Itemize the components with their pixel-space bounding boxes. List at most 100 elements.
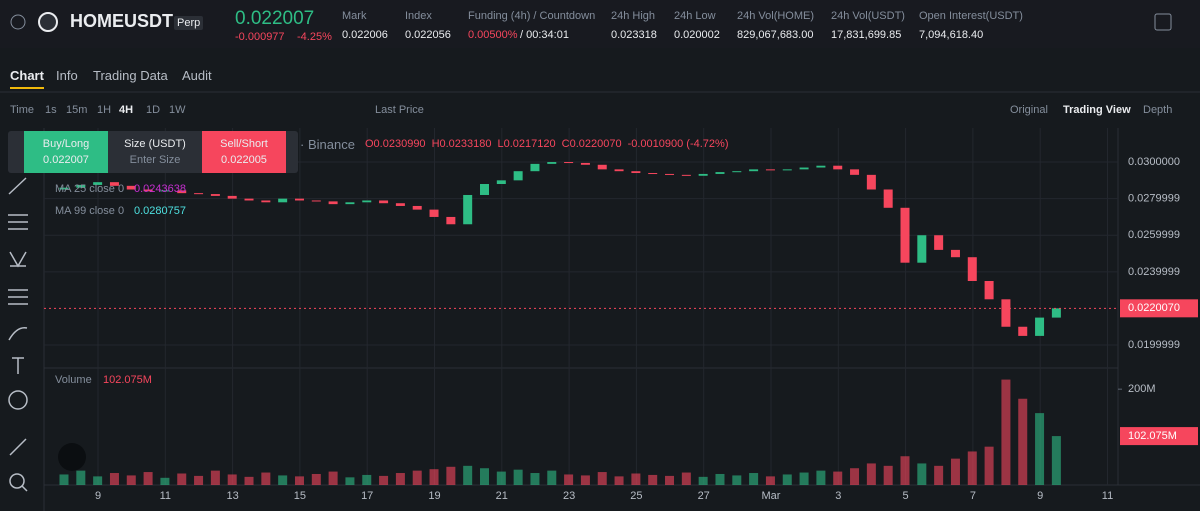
x-tick-label: 21	[496, 490, 508, 502]
candle-body	[109, 182, 119, 186]
candle-body	[261, 200, 271, 203]
favorite-icon[interactable]	[10, 14, 26, 30]
candle-body	[648, 173, 658, 175]
size-input[interactable]: Size (USDT) Enter Size	[110, 131, 200, 173]
ma99-name: MA 99 close 0	[55, 205, 125, 217]
volume-bar	[850, 468, 860, 485]
candle-body	[782, 169, 792, 171]
interval[interactable]: 1s	[45, 104, 57, 116]
volume-bar	[59, 474, 69, 485]
ma25-name: MA 25 close 0	[55, 183, 125, 195]
volume-bar	[362, 474, 372, 485]
volume-bar	[429, 469, 439, 485]
volume-bar	[698, 476, 708, 485]
volume-bar	[665, 475, 675, 485]
stat-value: 829,067,683.00	[737, 29, 814, 41]
volume-bar	[648, 474, 658, 485]
candle-body	[412, 205, 422, 210]
buy-button[interactable]: Buy/Long 0.022007	[24, 131, 108, 173]
interval[interactable]: 1D	[146, 104, 161, 116]
volume-bar	[967, 451, 977, 485]
candle-body	[328, 201, 338, 205]
y-tick-label: 0.0300000	[1128, 156, 1180, 168]
volume-bar	[261, 472, 271, 485]
left-tools[interactable]	[8, 177, 28, 492]
tab[interactable]: Chart	[10, 68, 44, 89]
candle-body	[698, 173, 708, 176]
ohlc-value: O0.0230990	[365, 138, 426, 150]
last-price-box	[1120, 299, 1198, 318]
volume-bar	[513, 469, 523, 485]
stat-label: 24h Low	[674, 10, 716, 22]
y-tick-label: 0.0199999	[1128, 339, 1180, 351]
last-price-label: 0.0220070	[1128, 302, 1180, 314]
candle-body	[143, 189, 153, 192]
volume-bar	[580, 475, 590, 485]
volume-bar	[463, 465, 473, 485]
volume-bar	[227, 474, 237, 485]
volume-bar	[681, 472, 691, 485]
volume-bar	[631, 473, 641, 485]
volume-bar	[76, 470, 86, 485]
volume-bar	[294, 476, 304, 485]
volume-bar	[732, 475, 742, 485]
interval[interactable]: 1W	[169, 104, 186, 116]
candle-body	[1001, 299, 1011, 327]
volume-bar	[160, 477, 170, 485]
settings-icon[interactable]	[1154, 13, 1172, 31]
interval[interactable]: 15m	[66, 104, 88, 116]
view[interactable]: Original	[1010, 104, 1048, 116]
stat-label: Index	[405, 10, 432, 22]
y-tick-label: 0.0279999	[1128, 193, 1180, 205]
candle-body	[1035, 317, 1045, 336]
buy-label: Buy/Long	[42, 138, 90, 150]
volume-bar	[480, 468, 489, 485]
candle-body	[850, 169, 860, 175]
stat-value: 0.022056	[405, 29, 451, 41]
volume-bar	[564, 474, 574, 485]
candle-body	[883, 189, 893, 208]
candle-body	[278, 198, 288, 203]
candle-body	[463, 194, 473, 225]
candle-body	[715, 172, 725, 174]
candle-body	[227, 195, 237, 199]
candle-body	[513, 171, 523, 181]
tab[interactable]: Audit	[182, 68, 212, 83]
y-tick-label: 0.0239999	[1128, 266, 1180, 278]
x-tick-label: 23	[563, 490, 575, 502]
volume-bar	[177, 473, 187, 485]
sell-price: 0.022005	[221, 154, 267, 166]
candle-body	[294, 198, 304, 201]
volume-bar	[194, 475, 204, 485]
candle-body	[379, 200, 389, 204]
change: -0.000977	[235, 31, 285, 43]
sell-button[interactable]: Sell/Short 0.022005	[202, 131, 286, 173]
interval[interactable]: 4H	[119, 104, 134, 116]
toolbar-bg	[0, 48, 1200, 128]
volume-bar	[446, 466, 456, 485]
legend-ohlc: O0.0230990 H0.0233180 L0.0217120 C0.0220070…	[365, 138, 735, 150]
interval[interactable]: 1H	[97, 104, 112, 116]
tab[interactable]: Info	[56, 68, 78, 83]
volume-bar	[900, 456, 910, 485]
last-volume-label: 102.075M	[1128, 430, 1177, 442]
volume-bar	[799, 472, 809, 485]
buy-price: 0.022007	[43, 154, 89, 166]
volume-bar	[345, 477, 355, 485]
x-tick-label: 19	[428, 490, 440, 502]
coin-logo	[38, 12, 58, 32]
volume-bar	[782, 474, 792, 485]
x-tick-label: Mar	[762, 490, 781, 502]
view[interactable]: Depth	[1143, 104, 1173, 116]
candle-body	[177, 190, 187, 194]
view[interactable]: Trading View	[1063, 104, 1131, 116]
tab[interactable]: Trading Data	[93, 68, 168, 83]
volume-bar	[984, 446, 994, 485]
volume-bar	[597, 472, 607, 485]
volume-bar	[950, 458, 960, 485]
candle-body	[93, 182, 103, 185]
stat-label: 24h High	[611, 10, 656, 22]
x-tick-label: 3	[835, 490, 841, 502]
x-tick-label: 7	[970, 490, 976, 502]
price-type[interactable]: Last Price	[375, 104, 424, 116]
